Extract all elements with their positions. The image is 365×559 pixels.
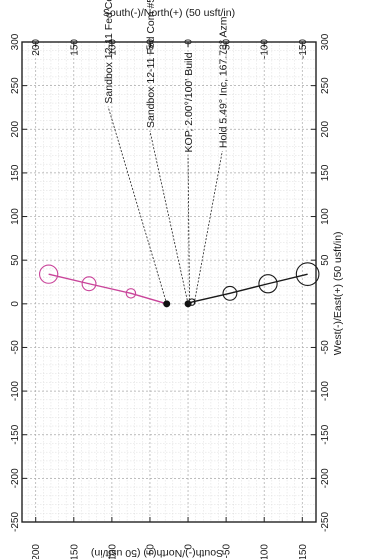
ns-tick-label-bottom: 50 [145,544,156,556]
tick-labels: 200 200 150 150 100 100 50 50 0 0 -50 -50 -100 -100 -1… [10,33,331,559]
ns-tick-label-top: -150 [298,39,309,59]
ew-tick-label-right: 100 [320,208,331,225]
survey-point [222,285,238,301]
ew-tick-label-left: -200 [10,468,21,488]
ns-tick-label-top: -100 [260,39,271,59]
survey-point [295,262,320,286]
ew-tick-label-right: 150 [320,164,331,181]
ew-tick-label-left: -100 [10,381,21,401]
ew-tick-label-left: 200 [10,120,21,137]
ns-tick-label-bottom: -100 [260,544,271,559]
survey-point [125,288,137,299]
annotation-labels: Sandbox 12-11 Fed Com #526H Sandbox 12-11… [103,0,229,152]
ew-tick-label-right: -150 [320,424,331,444]
annotation-leader [187,155,190,304]
ns-tick-label-top: 200 [31,39,42,56]
ns-tick-label-top: 100 [107,39,118,56]
ew-tick-label-left: 300 [10,33,21,50]
side-axis-title: West(-)/East(+) (50 usft/in) [332,231,344,355]
ns-tick-label-bottom: 0 [184,544,195,550]
ew-tick-label-right: -100 [320,381,331,401]
annotation-label: Sandbox 12-11 Fed Com #526H [103,0,115,104]
ew-tick-label-right: -200 [320,468,331,488]
annotation-leader [149,130,189,304]
ns-tick-label-top: -50 [222,39,233,54]
survey-point [81,276,97,292]
ew-tick-label-right: 50 [320,254,331,266]
ew-tick-label-right: -50 [320,340,331,355]
ns-tick-label-top: 0 [184,39,195,45]
top-axis-title: South(-)/North(+) (50 usft/in) [103,7,235,19]
ns-tick-label-bottom: 100 [107,544,118,559]
ns-tick-label-bottom: 200 [31,544,42,559]
annotation-leaders [107,106,223,304]
ew-tick-label-right: -250 [320,512,331,532]
ew-tick-label-right: 300 [320,33,331,50]
ns-tick-label-bottom: -150 [298,544,309,559]
surface-point [163,300,171,308]
ew-tick-label-left: -50 [10,340,21,355]
ew-tick-label-right: 250 [320,77,331,94]
axis-ticks [22,41,316,523]
surface-point [184,300,192,308]
survey-point [258,274,278,294]
ew-tick-label-right: 200 [320,120,331,137]
series-line [187,273,308,305]
ew-tick-label-left: 100 [10,208,21,225]
annotation-leader [193,151,223,304]
bottom-axis-title: South(-)/North(+) (50 usft/in) [91,547,223,559]
ew-tick-label-left: 150 [10,164,21,181]
ns-tick-label-bottom: -50 [222,544,233,559]
ns-tick-label-bottom: 150 [69,544,80,559]
series-layer [39,262,320,308]
minor-grid [22,42,316,522]
ew-tick-label-left: -250 [10,512,21,532]
ew-tick-label-left: 50 [10,254,21,266]
ew-tick-label-left: 250 [10,77,21,94]
ns-tick-label-top: 150 [69,39,80,56]
ns-tick-label-top: 50 [145,39,156,51]
survey-point [39,264,59,284]
survey-point [188,298,196,306]
series-line [48,273,167,305]
annotation-label: Sandbox 12-11 Fed Com #528H [145,0,157,128]
ew-tick-label-left: -150 [10,424,21,444]
annotation-label: Hold 5.49° Inc, 167.73° Azm [217,16,229,148]
annotation-leader [107,106,168,304]
annotation-label: KOP, 2.00°/100' Build [183,52,195,152]
ew-tick-label-left: 0 [10,301,21,307]
